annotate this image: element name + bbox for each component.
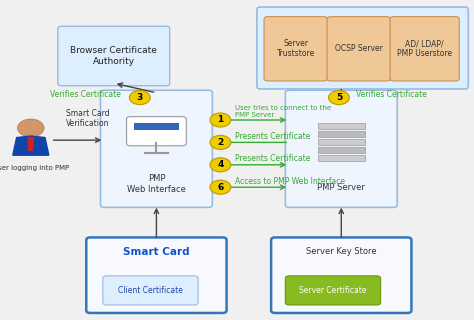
Text: User logging into PMP: User logging into PMP (0, 165, 69, 171)
Circle shape (210, 113, 231, 127)
Circle shape (210, 135, 231, 149)
FancyBboxPatch shape (100, 90, 212, 207)
Polygon shape (28, 138, 34, 150)
Text: PMP
Web Interface: PMP Web Interface (127, 174, 186, 194)
FancyBboxPatch shape (390, 17, 459, 81)
Polygon shape (13, 136, 49, 155)
Text: Server
Truststore: Server Truststore (277, 39, 315, 59)
Text: Verifies Certificate: Verifies Certificate (50, 90, 121, 99)
Bar (318, 123, 365, 129)
FancyBboxPatch shape (58, 26, 170, 86)
FancyBboxPatch shape (271, 237, 411, 313)
Text: PMP Server: PMP Server (317, 183, 365, 192)
Text: 3: 3 (137, 93, 143, 102)
Bar (318, 139, 365, 145)
Text: Presents Certificate: Presents Certificate (235, 132, 310, 141)
Circle shape (210, 158, 231, 172)
Text: 5: 5 (336, 93, 342, 102)
FancyBboxPatch shape (86, 237, 227, 313)
FancyBboxPatch shape (285, 276, 381, 305)
Text: Access to PMP Web Interface: Access to PMP Web Interface (235, 177, 345, 186)
Bar (318, 147, 365, 153)
Text: Verifies Certificate: Verifies Certificate (356, 90, 427, 99)
FancyBboxPatch shape (257, 7, 468, 89)
Text: Smart Card
Verification: Smart Card Verification (66, 108, 109, 128)
Text: OCSP Server: OCSP Server (335, 44, 383, 53)
Text: Browser Certificate
Authority: Browser Certificate Authority (70, 46, 157, 66)
Text: 2: 2 (217, 138, 224, 147)
Bar (134, 123, 179, 131)
FancyBboxPatch shape (127, 117, 186, 146)
Circle shape (328, 91, 349, 105)
FancyBboxPatch shape (103, 276, 198, 305)
FancyBboxPatch shape (264, 17, 328, 81)
Circle shape (129, 91, 150, 105)
Text: Presents Certificate: Presents Certificate (235, 154, 310, 163)
FancyBboxPatch shape (327, 17, 391, 81)
Text: 4: 4 (217, 160, 224, 169)
Circle shape (210, 180, 231, 194)
Text: User tries to connect to the
PMP Server: User tries to connect to the PMP Server (235, 105, 331, 118)
Bar (318, 131, 365, 137)
FancyBboxPatch shape (285, 90, 397, 207)
Text: 6: 6 (217, 183, 224, 192)
Text: Client Certificate: Client Certificate (118, 286, 183, 295)
Text: Server Certificate: Server Certificate (299, 286, 367, 295)
Bar (318, 155, 365, 161)
Text: 1: 1 (217, 116, 224, 124)
Text: Server Key Store: Server Key Store (306, 247, 376, 256)
Text: Smart Card: Smart Card (123, 247, 190, 257)
Circle shape (18, 119, 44, 137)
Text: AD/ LDAP/
PMP Userstore: AD/ LDAP/ PMP Userstore (397, 39, 452, 59)
